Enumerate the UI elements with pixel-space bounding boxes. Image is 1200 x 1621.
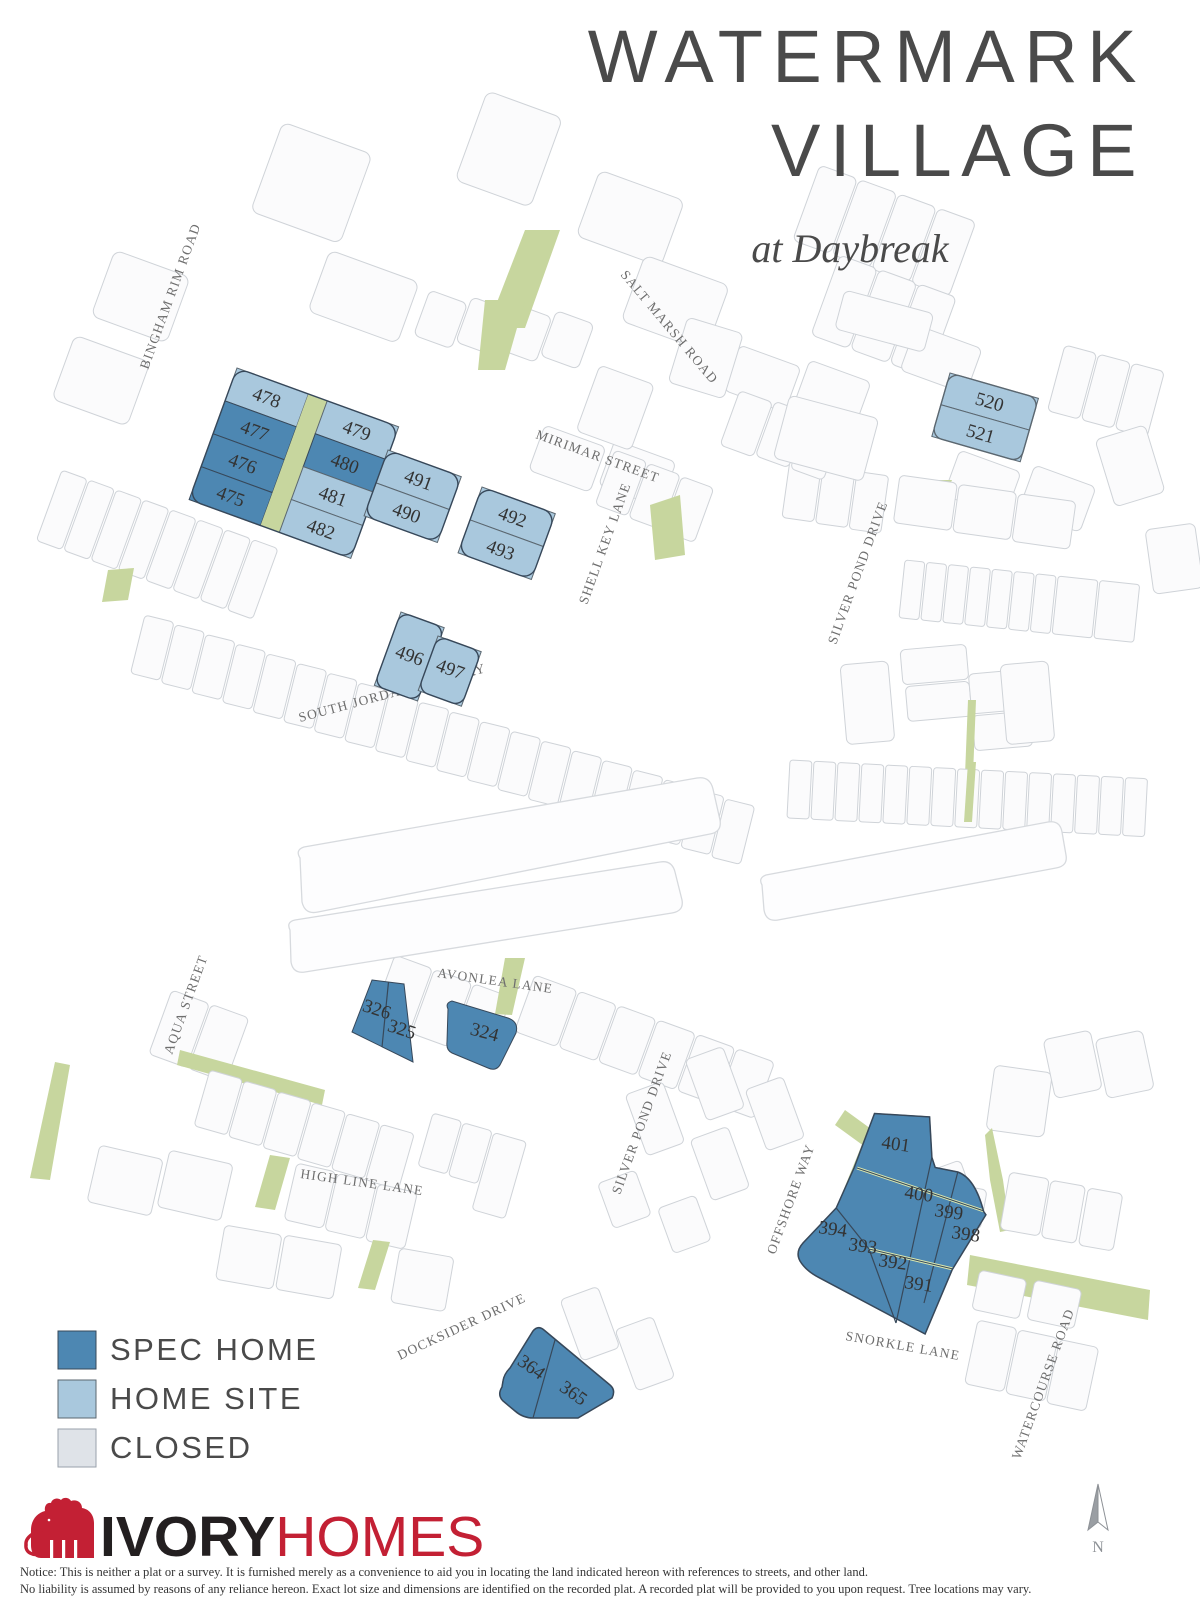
svg-text:400: 400 xyxy=(903,1182,934,1207)
svg-text:N: N xyxy=(1092,1539,1104,1556)
svg-text:CLOSED: CLOSED xyxy=(110,1430,252,1465)
svg-text:VILLAGE: VILLAGE xyxy=(771,109,1146,192)
svg-text:392: 392 xyxy=(877,1250,908,1275)
svg-text:399: 399 xyxy=(933,1200,964,1225)
svg-text:398: 398 xyxy=(950,1222,981,1247)
svg-text:391: 391 xyxy=(903,1272,934,1297)
svg-text:393: 393 xyxy=(847,1234,878,1259)
svg-text:HOME SITE: HOME SITE xyxy=(110,1381,303,1416)
svg-text:at Daybreak: at Daybreak xyxy=(751,226,950,271)
svg-text:IVORYHOMES: IVORYHOMES xyxy=(100,1505,484,1569)
svg-text:No liability is assumed by rea: No liability is assumed by reasons of an… xyxy=(20,1582,1031,1596)
svg-text:401: 401 xyxy=(880,1132,911,1157)
svg-text:SPEC HOME: SPEC HOME xyxy=(110,1332,319,1367)
svg-text:Notice: This is neither a plat: Notice: This is neither a plat or a surv… xyxy=(20,1565,868,1579)
svg-text:SNORKLE LANE: SNORKLE LANE xyxy=(844,1328,961,1363)
svg-text:WATERMARK: WATERMARK xyxy=(588,15,1146,98)
svg-text:394: 394 xyxy=(817,1217,849,1242)
